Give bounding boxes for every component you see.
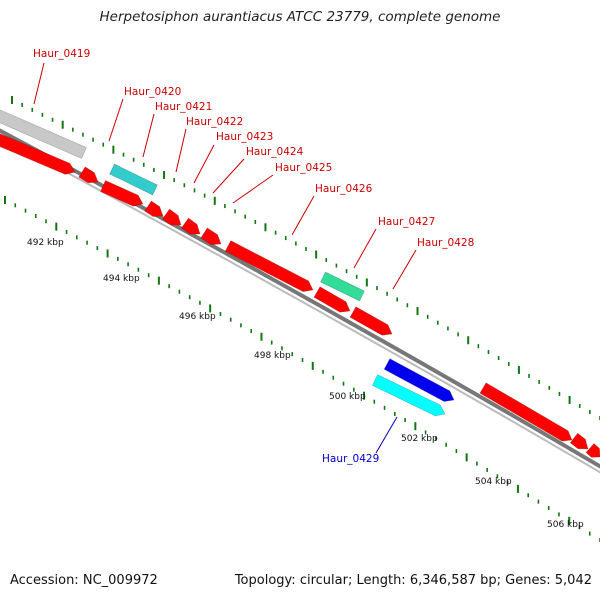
kbp-label: 502 kbp [401,434,438,444]
backbone-shadow [0,135,600,474]
kbp-label: 492 kbp [27,238,64,248]
cds-feature [144,200,164,217]
kbp-label: 500 kbp [329,392,366,402]
accession-label: Accession: [10,573,79,588]
cds-feature [100,180,144,207]
cds-feature [224,240,314,292]
kbp-label: 496 kbp [179,312,216,322]
cds-feature [479,382,573,442]
kbp-label: 498 kbp [254,351,291,361]
cds-feature [313,286,351,313]
topology-label: Topology: [234,573,296,588]
gene-label: Haur_0427 [378,216,435,228]
gene-label: Haur_0429 [322,453,379,465]
gene-label: Haur_0423 [216,131,273,143]
kbp-label: 506 kbp [547,520,584,530]
pseudo-gene [0,109,87,159]
label-leader-line [175,128,187,173]
gene-label: Haur_0424 [246,146,304,158]
cds-feature [200,227,222,245]
gene-label: Haur_0428 [417,237,474,249]
accession-info: Accession: NC_009972 [10,573,158,588]
cds-feature [569,432,589,450]
cds-feature [585,443,600,458]
gene-labels: Haur_0419 Haur_0420 Haur_0421 Haur_0422 Haur… [33,48,474,465]
tick-marks [4,96,600,542]
cds-feature [162,208,182,226]
length-value: 6,346,587 bp [409,573,497,588]
cds-feature [181,217,201,235]
label-leader-line [108,98,124,142]
map-title: Herpetosiphon aurantiacus ATCC 23779, co… [99,9,501,25]
topology-value: circular [299,573,348,588]
label-leader-line [375,416,398,454]
kbp-label: 504 kbp [475,477,512,487]
genome-summary: Topology: circular; Length: 6,346,587 bp… [234,573,592,588]
cyan-gene-feature [371,374,446,417]
kbp-label: 494 kbp [103,274,140,284]
gene-label: Haur_0426 [315,183,373,195]
cds-feature [78,166,99,184]
gene-label: Haur_0425 [275,162,332,174]
length-label: Length: [356,573,406,588]
label-leader-line [142,113,155,158]
label-leader-line [353,228,377,269]
gene-label: Haur_0419 [33,48,90,60]
scale-labels: 492 kbp 494 kbp 496 kbp 498 kbp 500 kbp 502 k… [27,238,584,530]
gene-features [0,109,600,458]
cds-feature [349,306,393,336]
label-leader-line [291,195,315,236]
rna-feature [320,271,365,302]
gene-label: Haur_0420 [124,86,181,98]
gene-label: Haur_0421 [155,101,212,113]
blue-gene-feature [383,358,455,402]
label-leader-line [232,174,274,204]
label-leader-line [212,158,245,194]
label-leader-line [193,144,215,184]
accession-value: NC_009972 [82,573,158,588]
label-leader-line [33,62,45,105]
genes-label: Genes: [505,573,551,588]
rna-feature [109,163,158,196]
genes-value: 5,042 [554,573,592,588]
cds-feature [0,133,76,175]
gene-label: Haur_0422 [186,116,243,128]
label-leader-line [392,249,417,290]
